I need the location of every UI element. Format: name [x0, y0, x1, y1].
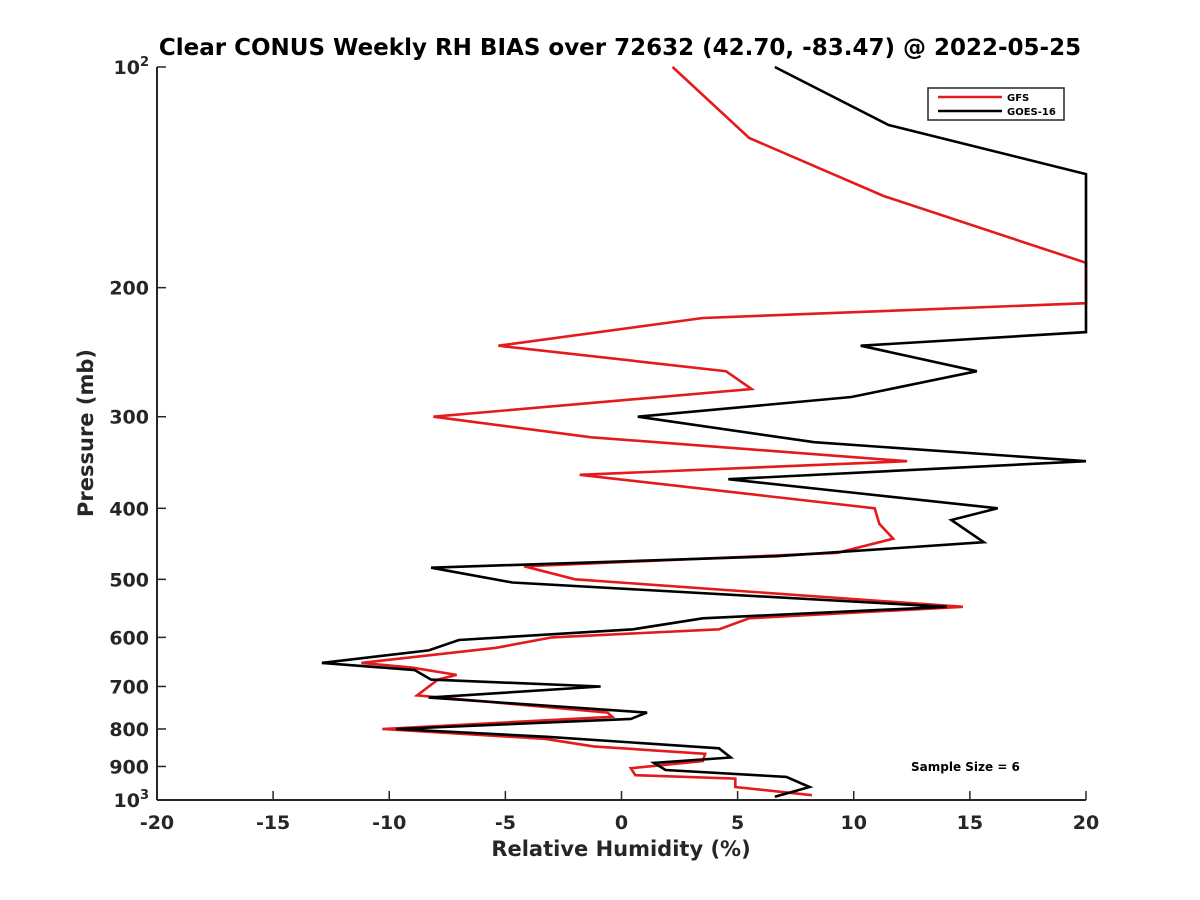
x-tick-label: -5: [495, 812, 516, 834]
y-axis-label: Pressure (mb): [74, 349, 98, 517]
plot-background: [157, 67, 1086, 800]
series-line-gfs: [361, 66, 1088, 797]
y-ticks: 102 200 300 400 500 600 700 800 900 103: [109, 55, 166, 812]
x-ticks: -20 -15 -10 -5 0 5 10 15 20: [140, 791, 1099, 834]
plot-area: [157, 67, 1086, 800]
series-line-goes16: [321, 65, 1088, 799]
y-tick-label: 300: [109, 407, 149, 429]
x-tick-label: 20: [1073, 812, 1099, 834]
sample-size-annotation: Sample Size = 6: [911, 760, 1020, 774]
x-tick-label: -20: [140, 812, 174, 834]
y-tick-label: 900: [109, 756, 149, 778]
legend-label-goes16: GOES-16: [1007, 107, 1056, 118]
x-tick-label: 10: [841, 812, 867, 834]
legend-box: [927, 87, 1065, 121]
x-tick-label: 0: [615, 812, 628, 834]
x-tick-label: 5: [731, 812, 744, 834]
y-tick-label: 200: [109, 278, 149, 300]
series-layer: [321, 65, 1088, 799]
y-tick-label: 500: [109, 569, 149, 591]
y-tick-label: 400: [109, 498, 149, 520]
legend: GFS GOES-16: [927, 87, 1065, 121]
y-tick-label: 102: [114, 55, 150, 79]
x-tick-label: -10: [372, 812, 406, 834]
x-axis-label: Relative Humidity (%): [491, 837, 750, 861]
y-tick-label: 600: [109, 627, 149, 649]
x-tick-label: 15: [957, 812, 983, 834]
y-tick-label: 700: [109, 676, 149, 698]
legend-label-gfs: GFS: [1007, 93, 1029, 104]
y-tick-label: 103: [114, 788, 150, 812]
y-tick-label: 800: [109, 719, 149, 741]
x-tick-label: -15: [256, 812, 290, 834]
chart-title: Clear CONUS Weekly RH BIAS over 72632 (4…: [159, 35, 1081, 61]
